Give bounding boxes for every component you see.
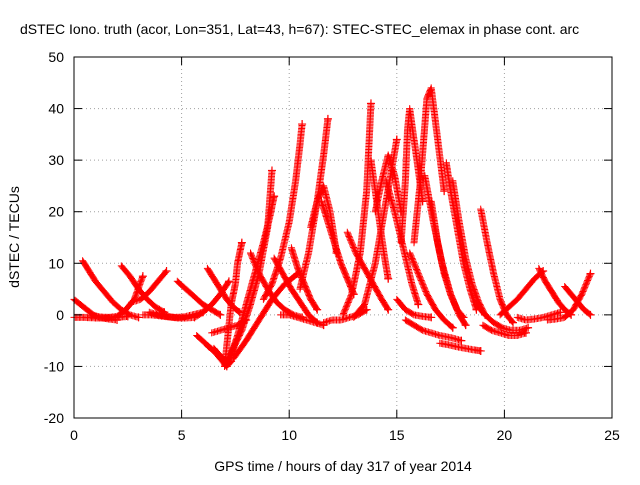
data-point-marker xyxy=(366,99,375,108)
data-point-marker xyxy=(235,308,244,317)
series-marker-trail xyxy=(406,249,457,332)
series-marker-trail xyxy=(270,254,321,327)
chart-title: dSTEC Iono. truth (acor, Lon=351, Lat=43… xyxy=(20,21,579,37)
series-marker-trail xyxy=(436,339,485,355)
data-point-marker xyxy=(162,267,171,276)
series-marker-trail xyxy=(401,316,465,345)
series-30 xyxy=(343,228,393,314)
x-tick-label: 25 xyxy=(604,427,620,443)
data-point-marker xyxy=(461,321,470,330)
data-point-marker xyxy=(237,238,246,247)
data-point-marker xyxy=(313,305,322,314)
data-point-marker xyxy=(448,323,457,332)
data-point-marker xyxy=(392,135,401,144)
data-point-marker xyxy=(384,274,393,283)
y-tick-label: 40 xyxy=(48,101,64,117)
series-41 xyxy=(427,197,468,322)
y-tick-label: -10 xyxy=(44,358,64,374)
data-point-marker xyxy=(224,277,233,286)
data-point-marker xyxy=(509,318,518,327)
data-point-marker xyxy=(521,328,530,337)
series-35 xyxy=(393,295,436,322)
data-point-marker xyxy=(427,313,436,322)
series-marker-trail xyxy=(449,177,489,319)
data-point-marker xyxy=(138,272,147,281)
plot-frame xyxy=(73,56,613,419)
series-marker-trail xyxy=(535,264,575,319)
data-point-marker xyxy=(298,120,307,129)
series-50 xyxy=(535,264,576,319)
series-32 xyxy=(367,156,393,283)
series-29 xyxy=(339,99,375,319)
data-point-marker xyxy=(440,187,449,196)
data-point-marker xyxy=(586,310,595,319)
y-tick-label: 20 xyxy=(48,204,64,220)
x-tick-label: 0 xyxy=(70,427,78,443)
y-tick-label: 0 xyxy=(56,307,64,323)
series-marker-trail xyxy=(472,301,532,334)
series-38 xyxy=(401,316,466,345)
series-marker-trail xyxy=(410,84,448,247)
series-52 xyxy=(561,283,595,319)
data-point-marker xyxy=(414,300,423,309)
data-point-marker xyxy=(362,305,371,314)
series-marker-trail xyxy=(277,311,328,329)
y-axis-label: dSTEC / TECUs xyxy=(6,186,22,288)
series-37 xyxy=(406,249,457,332)
series-marker-trail xyxy=(367,156,392,283)
data-point-marker xyxy=(267,166,276,175)
series-marker-trail xyxy=(561,283,594,319)
series-marker-trail xyxy=(427,197,467,321)
series-44 xyxy=(436,339,485,355)
y-tick-label: -20 xyxy=(44,410,64,426)
x-tick-label: 5 xyxy=(178,427,186,443)
data-point-marker xyxy=(476,346,485,355)
series-5 xyxy=(117,262,169,317)
x-tick-label: 10 xyxy=(281,427,297,443)
series-47 xyxy=(479,321,530,339)
data-point-marker xyxy=(459,313,468,322)
y-tick-label: 50 xyxy=(48,49,64,65)
axes-layer: 0 5 10 15 20 25 -20 -10 0 10 20 30 40 50 xyxy=(44,49,620,443)
series-49 xyxy=(513,308,565,324)
marks-layer xyxy=(70,84,595,371)
data-point-marker xyxy=(323,114,332,123)
x-tick-label: 15 xyxy=(389,427,405,443)
data-point-marker xyxy=(586,269,595,278)
data-point-marker xyxy=(457,336,466,345)
y-tick-label: 30 xyxy=(48,152,64,168)
series-marker-trail xyxy=(513,308,564,324)
series-46 xyxy=(472,301,533,334)
series-marker-trail xyxy=(225,192,278,365)
data-point-marker xyxy=(384,305,393,314)
series-marker-trail xyxy=(339,99,375,319)
series-marker-trail xyxy=(479,321,530,339)
series-marker-trail xyxy=(393,295,435,321)
series-marker-trail xyxy=(371,151,405,216)
series-39 xyxy=(410,84,449,247)
data-point-marker xyxy=(216,310,225,319)
series-6 xyxy=(128,267,171,306)
grid-layer xyxy=(74,57,612,418)
series-marker-trail xyxy=(128,267,170,306)
data-point-marker xyxy=(270,192,279,201)
data-point-marker xyxy=(524,323,533,332)
data-point-marker xyxy=(134,313,143,322)
x-tick-label: 20 xyxy=(497,427,513,443)
x-axis-label: GPS time / hours of day 317 of year 2014 xyxy=(214,458,472,474)
series-18 xyxy=(225,192,279,365)
y-tick-label: 10 xyxy=(48,255,64,271)
